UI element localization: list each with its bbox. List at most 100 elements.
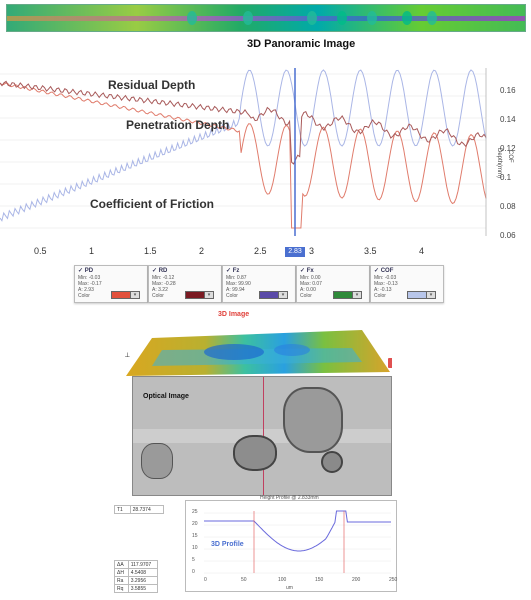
profile-x-tick: 150 — [315, 577, 324, 583]
profile-y-tick: 5 — [192, 557, 195, 563]
legend-row: Color — [226, 293, 238, 299]
legend-color-swatch[interactable] — [259, 291, 279, 299]
legend-title: ✓ RD — [152, 268, 168, 274]
panorama-title: 3D Panoramic Image — [247, 38, 356, 50]
right-tick: 0.06 — [500, 231, 516, 240]
x-tick: 2.5 — [254, 246, 267, 256]
legend-row: Max: 0.07 — [300, 281, 322, 287]
right-axis-label-depth: Depth(mm) — [496, 148, 502, 179]
table-row: Ra 3.2956 — [114, 576, 159, 585]
profile-x-tick: 200 — [352, 577, 361, 583]
legend-row: A: 2.93 — [78, 287, 94, 293]
table-cell: Ra — [114, 576, 129, 585]
3d-image[interactable] — [122, 320, 392, 378]
height-profile-header: Height Profile @ 2.833mm — [260, 495, 319, 501]
table-cell: 4.5408 — [127, 568, 159, 577]
right-tick: 0.14 — [500, 115, 516, 124]
legend-color-swatch[interactable] — [333, 291, 353, 299]
top-table-value: 28.7374 — [129, 505, 165, 514]
cof-label: Coefficient of Friction — [90, 197, 214, 211]
legend-pd[interactable]: ✓ PD Min: -0.03 Max: -0.17 A: 2.93 Color ▾ — [74, 265, 148, 303]
panoramic-image — [6, 4, 526, 32]
legend-row: Max: 99.90 — [226, 281, 251, 287]
chevron-down-icon[interactable]: ▾ — [426, 291, 436, 299]
legend-row: Color — [78, 293, 90, 299]
chevron-down-icon[interactable]: ▾ — [204, 291, 214, 299]
right-tick: 0.1 — [500, 173, 512, 182]
table-row: ΔH 4.5408 — [114, 568, 159, 577]
legend-row: Min: 0.00 — [300, 275, 321, 281]
right-tick: 0.08 — [500, 202, 516, 211]
legend-title: ✓ PD — [78, 268, 94, 274]
height-profile-chart — [204, 510, 391, 574]
legend-row: Min: -0.12 — [152, 275, 175, 281]
table-cell: ΔA — [114, 560, 129, 569]
height-profile-panel: 3D Profile um 25 20 15 10 5 0 0 50 100 150 200 250 — [185, 500, 397, 592]
right-tick: 0.16 — [500, 86, 516, 95]
table-cell: Rq — [114, 584, 129, 593]
legend-rd[interactable]: ✓ RD Min: -0.12 Max: -0.28 A: 3.22 Color ▾ — [148, 265, 222, 303]
x-tick: 2 — [199, 246, 205, 256]
chevron-down-icon[interactable]: ▾ — [278, 291, 288, 299]
table-row: Rq 3.5855 — [114, 584, 159, 593]
legend-row: A: -0.13 — [374, 287, 392, 293]
x-tick: 3 — [309, 246, 315, 256]
legend-row: Min: 0.87 — [226, 275, 247, 281]
legend-cof[interactable]: ✓ COF Min: -0.03 Max: -0.13 A: -0.13 Color ▾ — [370, 265, 444, 303]
depth-friction-chart — [0, 68, 487, 236]
cursor-value-badge[interactable]: 2.83 — [285, 247, 305, 257]
penetration-depth-series-line — [0, 82, 487, 229]
residual-depth-label: Residual Depth — [108, 78, 196, 92]
3d-profile-label: 3D Profile — [211, 541, 244, 548]
table-cell: 117.9707 — [127, 560, 159, 569]
measurement-table: ΔA 117.9707 ΔH 4.5408 Ra 3.2956 Rq 3.5855 — [114, 560, 159, 593]
legend-row: A: 3.22 — [152, 287, 168, 293]
table-row: ΔA 117.9707 — [114, 560, 159, 569]
profile-x-tick: 50 — [241, 577, 247, 583]
measurement-top-table: T1 28.7374 — [114, 505, 165, 514]
legend-row: Color — [152, 293, 164, 299]
profile-y-tick: 25 — [192, 509, 198, 515]
right-axis-label-cof: COF — [507, 150, 513, 163]
chevron-down-icon[interactable]: ▾ — [352, 291, 362, 299]
legend-row: Max: -0.28 — [152, 281, 176, 287]
legend-row: Max: -0.17 — [78, 281, 102, 287]
legend-fx[interactable]: ✓ Fx Min: 0.00 Max: 0.07 A: 0.00 Color ▾ — [296, 265, 370, 303]
profile-y-tick: 10 — [192, 545, 198, 551]
profile-xlabel: um — [286, 585, 293, 591]
chevron-down-icon[interactable]: ▾ — [130, 291, 140, 299]
legend-row: Min: -0.03 — [78, 275, 101, 281]
profile-y-tick: 0 — [192, 569, 195, 575]
legend-row: Color — [374, 293, 386, 299]
legend-color-swatch[interactable] — [407, 291, 427, 299]
legend-row: A: 99.94 — [226, 287, 245, 293]
x-tick: 0.5 — [34, 246, 47, 256]
3d-image-label: 3D Image — [218, 311, 250, 318]
x-tick: 4 — [419, 246, 425, 256]
table-cell: 3.5855 — [127, 584, 159, 593]
profile-series-line — [204, 510, 391, 552]
legend-title: ✓ Fz — [226, 268, 240, 274]
legend-color-swatch[interactable] — [111, 291, 131, 299]
cof-series-line — [0, 69, 487, 222]
table-cell: ΔH — [114, 568, 129, 577]
top-table-key: T1 — [114, 505, 131, 514]
axis-gizmo-icon: ⟂ — [125, 352, 130, 359]
legend-row: Color — [300, 293, 312, 299]
optical-image-label: Optical Image — [143, 393, 189, 400]
legend-row: Min: -0.03 — [374, 275, 397, 281]
x-tick: 1 — [89, 246, 95, 256]
optical-image[interactable]: Optical Image — [132, 376, 392, 496]
residual-depth-series-line — [0, 80, 487, 165]
profile-x-tick: 0 — [204, 577, 207, 583]
right-tick: 0.12 — [500, 144, 516, 153]
legend-color-swatch[interactable] — [185, 291, 205, 299]
legend-row: A: 0.00 — [300, 287, 316, 293]
x-tick: 1.5 — [144, 246, 157, 256]
profile-y-tick: 15 — [192, 533, 198, 539]
penetration-depth-label: Penetration Depth — [126, 118, 230, 132]
profile-x-tick: 100 — [278, 577, 287, 583]
legend-fz[interactable]: ✓ Fz Min: 0.87 Max: 99.90 A: 99.94 Color ▾ — [222, 265, 296, 303]
legend-row: Max: -0.13 — [374, 281, 398, 287]
table-cell: 3.2956 — [127, 576, 159, 585]
